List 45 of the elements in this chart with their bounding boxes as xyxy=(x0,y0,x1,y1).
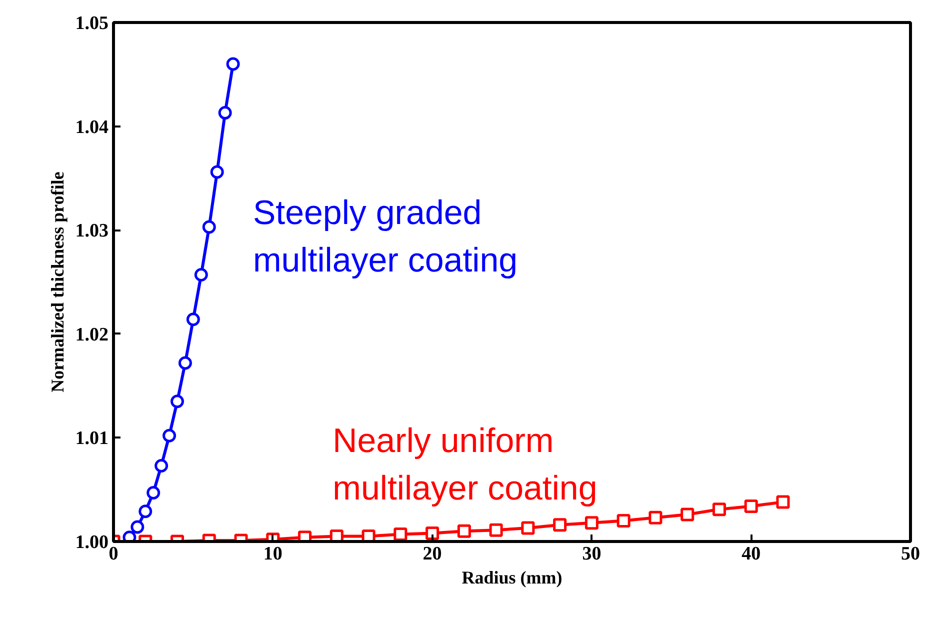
y-tick-label: 1.01 xyxy=(75,428,108,450)
x-tick-label: 50 xyxy=(901,544,920,564)
point xyxy=(138,504,152,518)
point xyxy=(178,356,192,370)
point xyxy=(712,502,726,516)
series-label: Nearly uniform multilayer coating xyxy=(332,422,598,508)
point xyxy=(394,527,408,541)
point xyxy=(489,523,503,537)
x-tick-label: 10 xyxy=(263,544,282,564)
point xyxy=(776,495,790,509)
point xyxy=(130,520,144,534)
point xyxy=(170,394,184,408)
point xyxy=(648,510,662,524)
y-tick-label: 1.05 xyxy=(75,13,108,34)
point xyxy=(616,514,630,528)
point xyxy=(680,508,694,522)
point xyxy=(122,530,136,542)
point xyxy=(584,516,598,530)
x-tick-label: 40 xyxy=(742,544,761,564)
point xyxy=(218,106,232,120)
point xyxy=(154,458,168,472)
point xyxy=(521,521,535,535)
series-label: Steeply graded multilayer coating xyxy=(252,194,518,280)
x-tick-label: 30 xyxy=(582,544,602,564)
point xyxy=(362,530,376,542)
point xyxy=(553,518,567,532)
x-tick-label: 0 xyxy=(108,544,118,564)
y-tick-label: 1.04 xyxy=(75,116,109,138)
point xyxy=(330,530,344,542)
y-tick-label: 1.03 xyxy=(75,220,108,242)
point xyxy=(162,428,176,442)
x-tick-label: 20 xyxy=(422,544,442,564)
point xyxy=(202,220,216,234)
point xyxy=(194,268,208,282)
point xyxy=(426,526,440,540)
point xyxy=(186,312,200,326)
point xyxy=(744,499,758,513)
y-axis-title: Normalized thickness profile xyxy=(47,172,68,392)
y-tick-label: 1.02 xyxy=(75,324,108,346)
x-axis-title: Radius (mm) xyxy=(462,568,562,588)
point xyxy=(457,524,471,538)
point xyxy=(226,57,240,71)
point xyxy=(210,165,224,179)
point xyxy=(146,486,160,500)
y-tick-label: 1.00 xyxy=(75,532,108,553)
